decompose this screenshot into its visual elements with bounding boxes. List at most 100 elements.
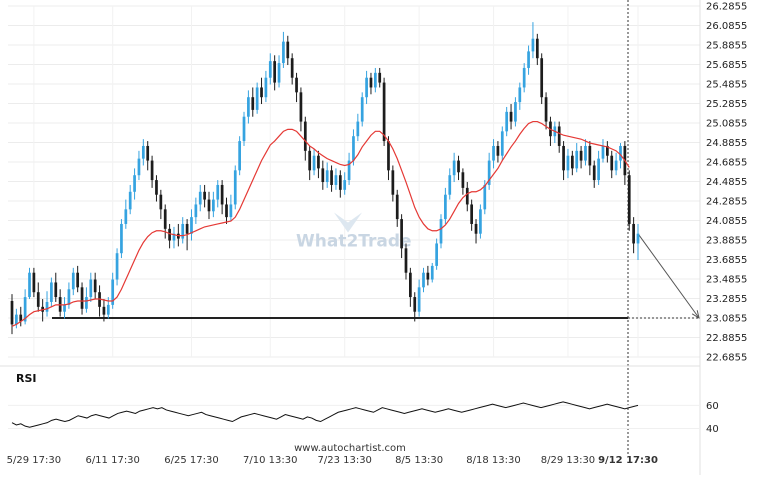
candle-body — [382, 82, 386, 142]
candle-body — [584, 145, 587, 161]
credit-text: www.autochartist.com — [294, 443, 406, 454]
candle — [549, 116, 552, 146]
candle-body — [76, 272, 80, 288]
candle — [330, 165, 333, 192]
candle — [194, 197, 198, 224]
candle-body — [36, 292, 40, 307]
candle — [439, 214, 443, 249]
candle — [518, 82, 522, 110]
candle-body — [282, 41, 285, 64]
candle-body — [19, 314, 23, 322]
candle — [295, 72, 298, 103]
candle — [435, 238, 438, 270]
candle — [220, 180, 224, 215]
candle-body — [395, 194, 399, 220]
candle-body — [492, 145, 495, 161]
candle — [505, 106, 509, 137]
candle-body — [369, 77, 373, 88]
candle — [286, 35, 290, 66]
candle-body — [352, 136, 355, 161]
candle — [492, 139, 495, 169]
y-tick-label: 24.4855 — [706, 177, 747, 188]
candle — [80, 282, 84, 315]
candle — [277, 55, 281, 88]
candle — [378, 67, 382, 88]
y-tick-label: 25.2855 — [706, 99, 747, 110]
candle — [317, 150, 320, 179]
candle-body — [614, 160, 618, 171]
candle — [141, 139, 145, 166]
levels — [52, 0, 700, 455]
candle — [465, 182, 469, 212]
candle-body — [461, 172, 465, 188]
candle — [387, 136, 390, 181]
candle-body — [181, 223, 185, 239]
candle-body — [124, 209, 128, 224]
candle-body — [417, 287, 421, 312]
candle — [527, 45, 530, 75]
candle — [479, 204, 482, 239]
candle-body — [111, 279, 115, 305]
candle — [373, 67, 377, 93]
candle-body — [557, 126, 561, 146]
candle-body — [321, 168, 325, 183]
candle-body — [216, 184, 220, 200]
candle — [54, 272, 58, 302]
candle-body — [619, 145, 622, 161]
candle-body — [150, 160, 154, 181]
candle — [102, 299, 106, 322]
candle-body — [137, 158, 141, 176]
candle-body — [133, 175, 136, 192]
candle — [470, 199, 474, 231]
x-tick-label: 6/11 17:30 — [85, 455, 139, 466]
candle-body — [505, 111, 509, 132]
axes: 26.2855 26.0855 25.8855 25.6855 25.4855 25.28… — [699, 0, 747, 475]
candle-body — [592, 165, 596, 181]
candle — [58, 289, 62, 317]
candle — [71, 267, 75, 296]
candle-body — [299, 92, 303, 122]
candle-body — [566, 155, 570, 171]
candle-body — [207, 199, 211, 212]
candle-body — [452, 160, 456, 176]
candle-body — [496, 145, 500, 156]
candle-body — [28, 272, 31, 298]
candle — [500, 126, 504, 161]
candle — [168, 223, 171, 249]
candle — [391, 165, 395, 202]
candle — [409, 267, 412, 307]
y-tick-label: 25.6855 — [706, 60, 747, 71]
candle-body — [32, 272, 36, 293]
candle-body — [531, 38, 535, 52]
candle — [85, 287, 88, 313]
candle — [67, 282, 71, 309]
moving-average-line — [11, 120, 630, 327]
candle-body — [338, 175, 342, 190]
candle-body — [356, 121, 360, 137]
candle — [426, 265, 430, 286]
candle — [242, 111, 246, 146]
candle-body — [465, 187, 469, 205]
candle-body — [159, 194, 163, 210]
candle-body — [85, 297, 88, 309]
candle-body — [343, 180, 347, 190]
candle-body — [89, 279, 93, 298]
candle — [461, 168, 465, 195]
candle — [251, 87, 255, 117]
candle — [303, 116, 307, 161]
candle — [212, 191, 215, 218]
candle-body — [268, 61, 272, 78]
candle — [496, 141, 500, 163]
candle-body — [479, 209, 482, 234]
candle-body — [102, 306, 106, 315]
candle — [255, 82, 259, 114]
y-tick-label: 24.0855 — [706, 216, 747, 227]
candle-body — [347, 160, 351, 181]
candle-body — [474, 223, 478, 234]
candle-body — [80, 287, 84, 309]
candle-body — [286, 41, 290, 59]
candle-body — [413, 297, 417, 312]
candle — [369, 72, 373, 95]
candle — [159, 189, 163, 220]
y-tick-label: 25.4855 — [706, 80, 747, 91]
